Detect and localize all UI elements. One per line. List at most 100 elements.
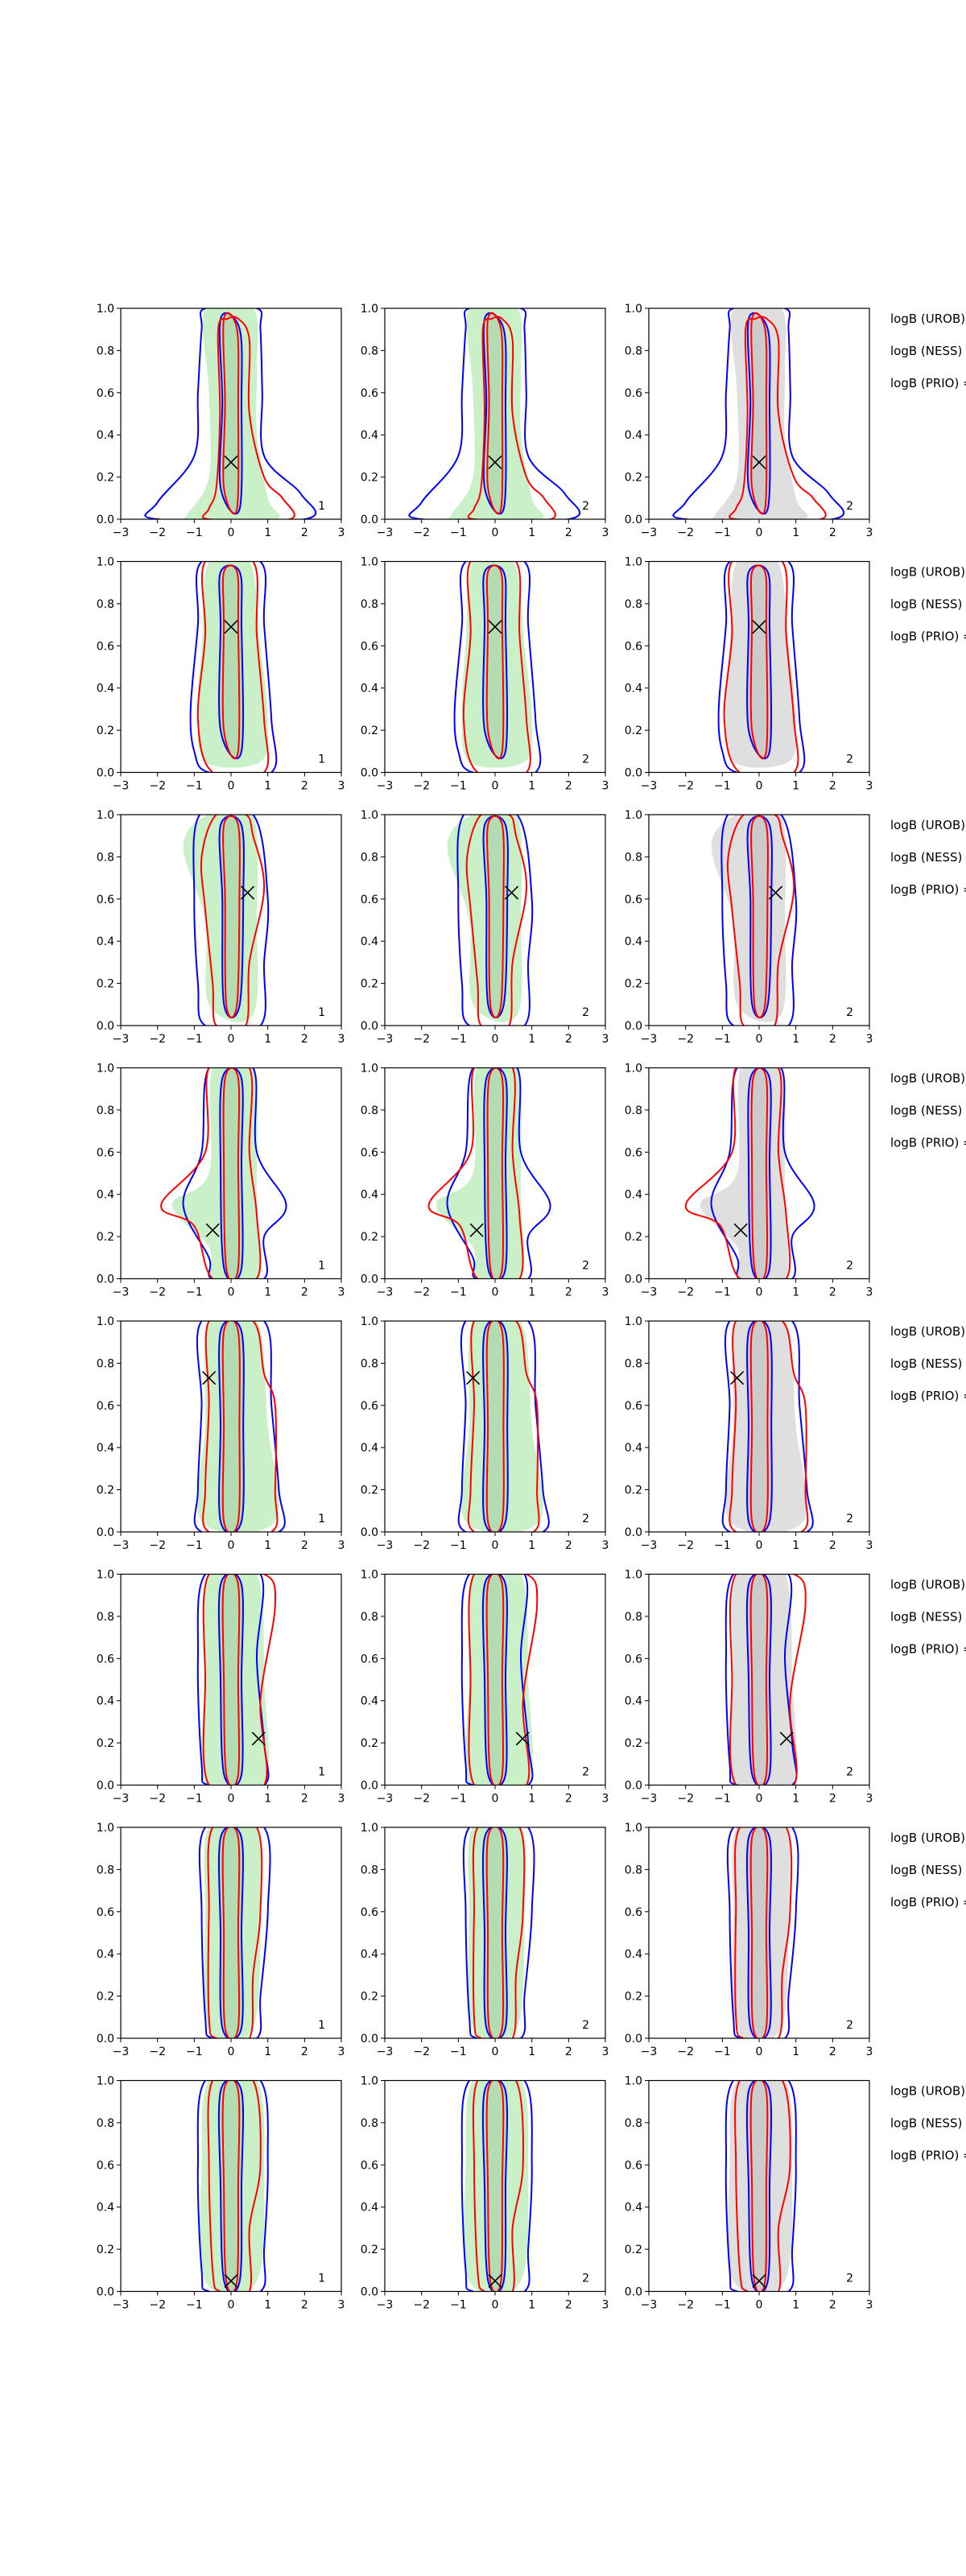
contour-blue-inner (745, 1827, 772, 2038)
panel-r4-c1: −3 −2 −1 0 1 2 30.00.20.40.60.81.01 (97, 1063, 345, 1299)
density-fill-outer (700, 1067, 789, 1279)
contour-blue-inner (482, 1321, 509, 1532)
y-tick-label: 0.8 (97, 1357, 114, 1370)
x-tick-label: 0 (756, 2046, 763, 2058)
x-tick-label: 1 (264, 1539, 271, 1552)
y-tick-label: 0.2 (361, 1991, 378, 2004)
y-tick-label: 0.8 (625, 345, 642, 357)
x-tick-label: 2 (829, 2046, 836, 2058)
contour-red-inner (485, 1827, 505, 2038)
contour-red-outer (201, 316, 295, 519)
side-label: logB (PRIO) = (890, 1389, 966, 1403)
y-tick-label: 1.0 (625, 1315, 642, 1328)
y-tick-label: 0.6 (625, 640, 642, 653)
density-fill-inner (482, 1827, 508, 2038)
side-label: logB (UROB) = (890, 1324, 966, 1339)
density-fill-inner (218, 565, 244, 759)
contour-blue-inner (745, 1574, 772, 1785)
panel-r8-c3: −3 −2 −1 0 1 2 3 0.0 0.2 0.4 0.6 0.8 1.0 2 (625, 2075, 873, 2312)
y-tick-label: 0.8 (97, 1864, 114, 1876)
x-tick-label: −2 (413, 2299, 430, 2312)
x-tick-label: 3 (602, 1539, 609, 1552)
x-tick-label: 1 (264, 526, 271, 539)
x-tick-label: 0 (756, 2299, 763, 2312)
contour-red-outer (729, 1321, 809, 1532)
x-tick-label: 2 (565, 2046, 572, 2058)
y-tick-label: 1.0 (97, 556, 114, 569)
panel-r1-c2: −3 −2 −1 0 1 2 30.00.20.40.60.81.02 (361, 303, 609, 539)
row-2-side-labels: logB (UROB) = logB (NESS) = logB (PRIO) = (890, 565, 966, 644)
contour-blue-inner (482, 815, 509, 1019)
x-tick-label: 0 (228, 2046, 235, 2058)
true-value-marker (752, 455, 766, 469)
y-tick-label: 1.0 (361, 556, 378, 569)
y-tick-label: 0.4 (625, 1695, 642, 1708)
x-tick-label: −1 (450, 2046, 467, 2058)
contour-blue-inner (218, 312, 243, 515)
true-value-marker (730, 1371, 745, 1385)
y-tick-label: 0.8 (361, 2117, 378, 2130)
x-tick-label: −2 (677, 1286, 694, 1299)
x-tick-label: −3 (641, 780, 658, 793)
y-tick-label: 0.8 (625, 1611, 642, 1624)
contour-red-inner (749, 564, 769, 760)
contour-red-inner (221, 564, 241, 760)
panel-r6-c2: −3 −2 −1 0 1 2 3 0.0 0.2 0.4 0.6 0.8 1.0 2 (361, 1569, 609, 1806)
x-tick-label: −1 (714, 1033, 731, 1046)
row-4-side-labels: logB (UROB) = logB (NESS) = logB (PRIO) = (890, 1071, 966, 1150)
contour-blue-outer (460, 1574, 534, 1785)
contour-red-outer (207, 2080, 262, 2292)
density-fill-inner (219, 312, 243, 514)
x-tick-label: −3 (377, 1793, 394, 1806)
panel-corner-label: 2 (846, 2019, 853, 2032)
side-label: logB (NESS) = (890, 2116, 966, 2131)
x-tick-label: 0 (492, 1793, 499, 1806)
x-tick-label: −1 (450, 1793, 467, 1806)
x-tick-label: −1 (714, 526, 731, 539)
contour-red-inner (485, 564, 505, 760)
contour-red-outer (472, 1827, 526, 2038)
x-tick-label: 3 (866, 780, 873, 793)
panel-r5-c2: −3 −2 −1 0 1 2 3 0.0 0.2 0.4 0.6 0.8 1.0 2 (361, 1315, 609, 1552)
x-tick-label: −1 (714, 1793, 731, 1806)
true-value-marker (224, 455, 238, 469)
contour-blue-inner (218, 815, 245, 1019)
x-tick-label: −2 (413, 1286, 430, 1299)
contour-blue-outer (672, 308, 845, 519)
x-tick-label: 2 (829, 780, 836, 793)
density-fill-inner (482, 1321, 509, 1532)
panel-corner-label: 2 (582, 1006, 589, 1019)
y-tick-label: 1.0 (97, 809, 114, 822)
x-tick-label: 2 (829, 1033, 836, 1046)
x-tick-label: 3 (338, 1033, 345, 1046)
y-tick-label: 0.6 (361, 2159, 378, 2172)
x-tick-label: −2 (677, 526, 694, 539)
x-tick-label: −1 (450, 2299, 467, 2312)
row-6-side-labels: logB (UROB) = logB (NESS) = logB (PRIO) = (890, 1578, 966, 1657)
y-tick-label: 0.0 (97, 767, 114, 780)
y-tick-label: 0.4 (625, 1189, 642, 1202)
y-tick-label: 0.6 (97, 1400, 114, 1413)
x-tick-label: 3 (602, 2299, 609, 2312)
true-value-marker (488, 455, 502, 469)
y-tick-label: 0.6 (625, 2159, 642, 2172)
y-tick-label: 0.0 (361, 2286, 378, 2299)
contour-blue-inner (217, 1574, 244, 1785)
side-label: logB (UROB) = (890, 2084, 966, 2099)
y-tick-label: 0.0 (97, 2286, 114, 2299)
x-tick-label: 0 (492, 1539, 499, 1552)
contour-red-outer (202, 1321, 279, 1532)
x-tick-label: 1 (792, 526, 799, 539)
y-tick-label: 1.0 (625, 303, 642, 316)
y-tick-label: 0.0 (625, 1780, 642, 1793)
contour-red-outer (723, 561, 799, 773)
panel-corner-label: 2 (846, 1260, 853, 1273)
x-tick-label: −3 (641, 1286, 658, 1299)
x-tick-label: −3 (641, 2046, 658, 2058)
contour-blue-outer (408, 308, 581, 519)
x-tick-label: 0 (492, 780, 499, 793)
true-value-marker (488, 620, 502, 634)
panel-corner-label: 2 (582, 753, 589, 766)
y-tick-label: 0.0 (97, 1780, 114, 1793)
x-tick-label: 2 (565, 526, 572, 539)
